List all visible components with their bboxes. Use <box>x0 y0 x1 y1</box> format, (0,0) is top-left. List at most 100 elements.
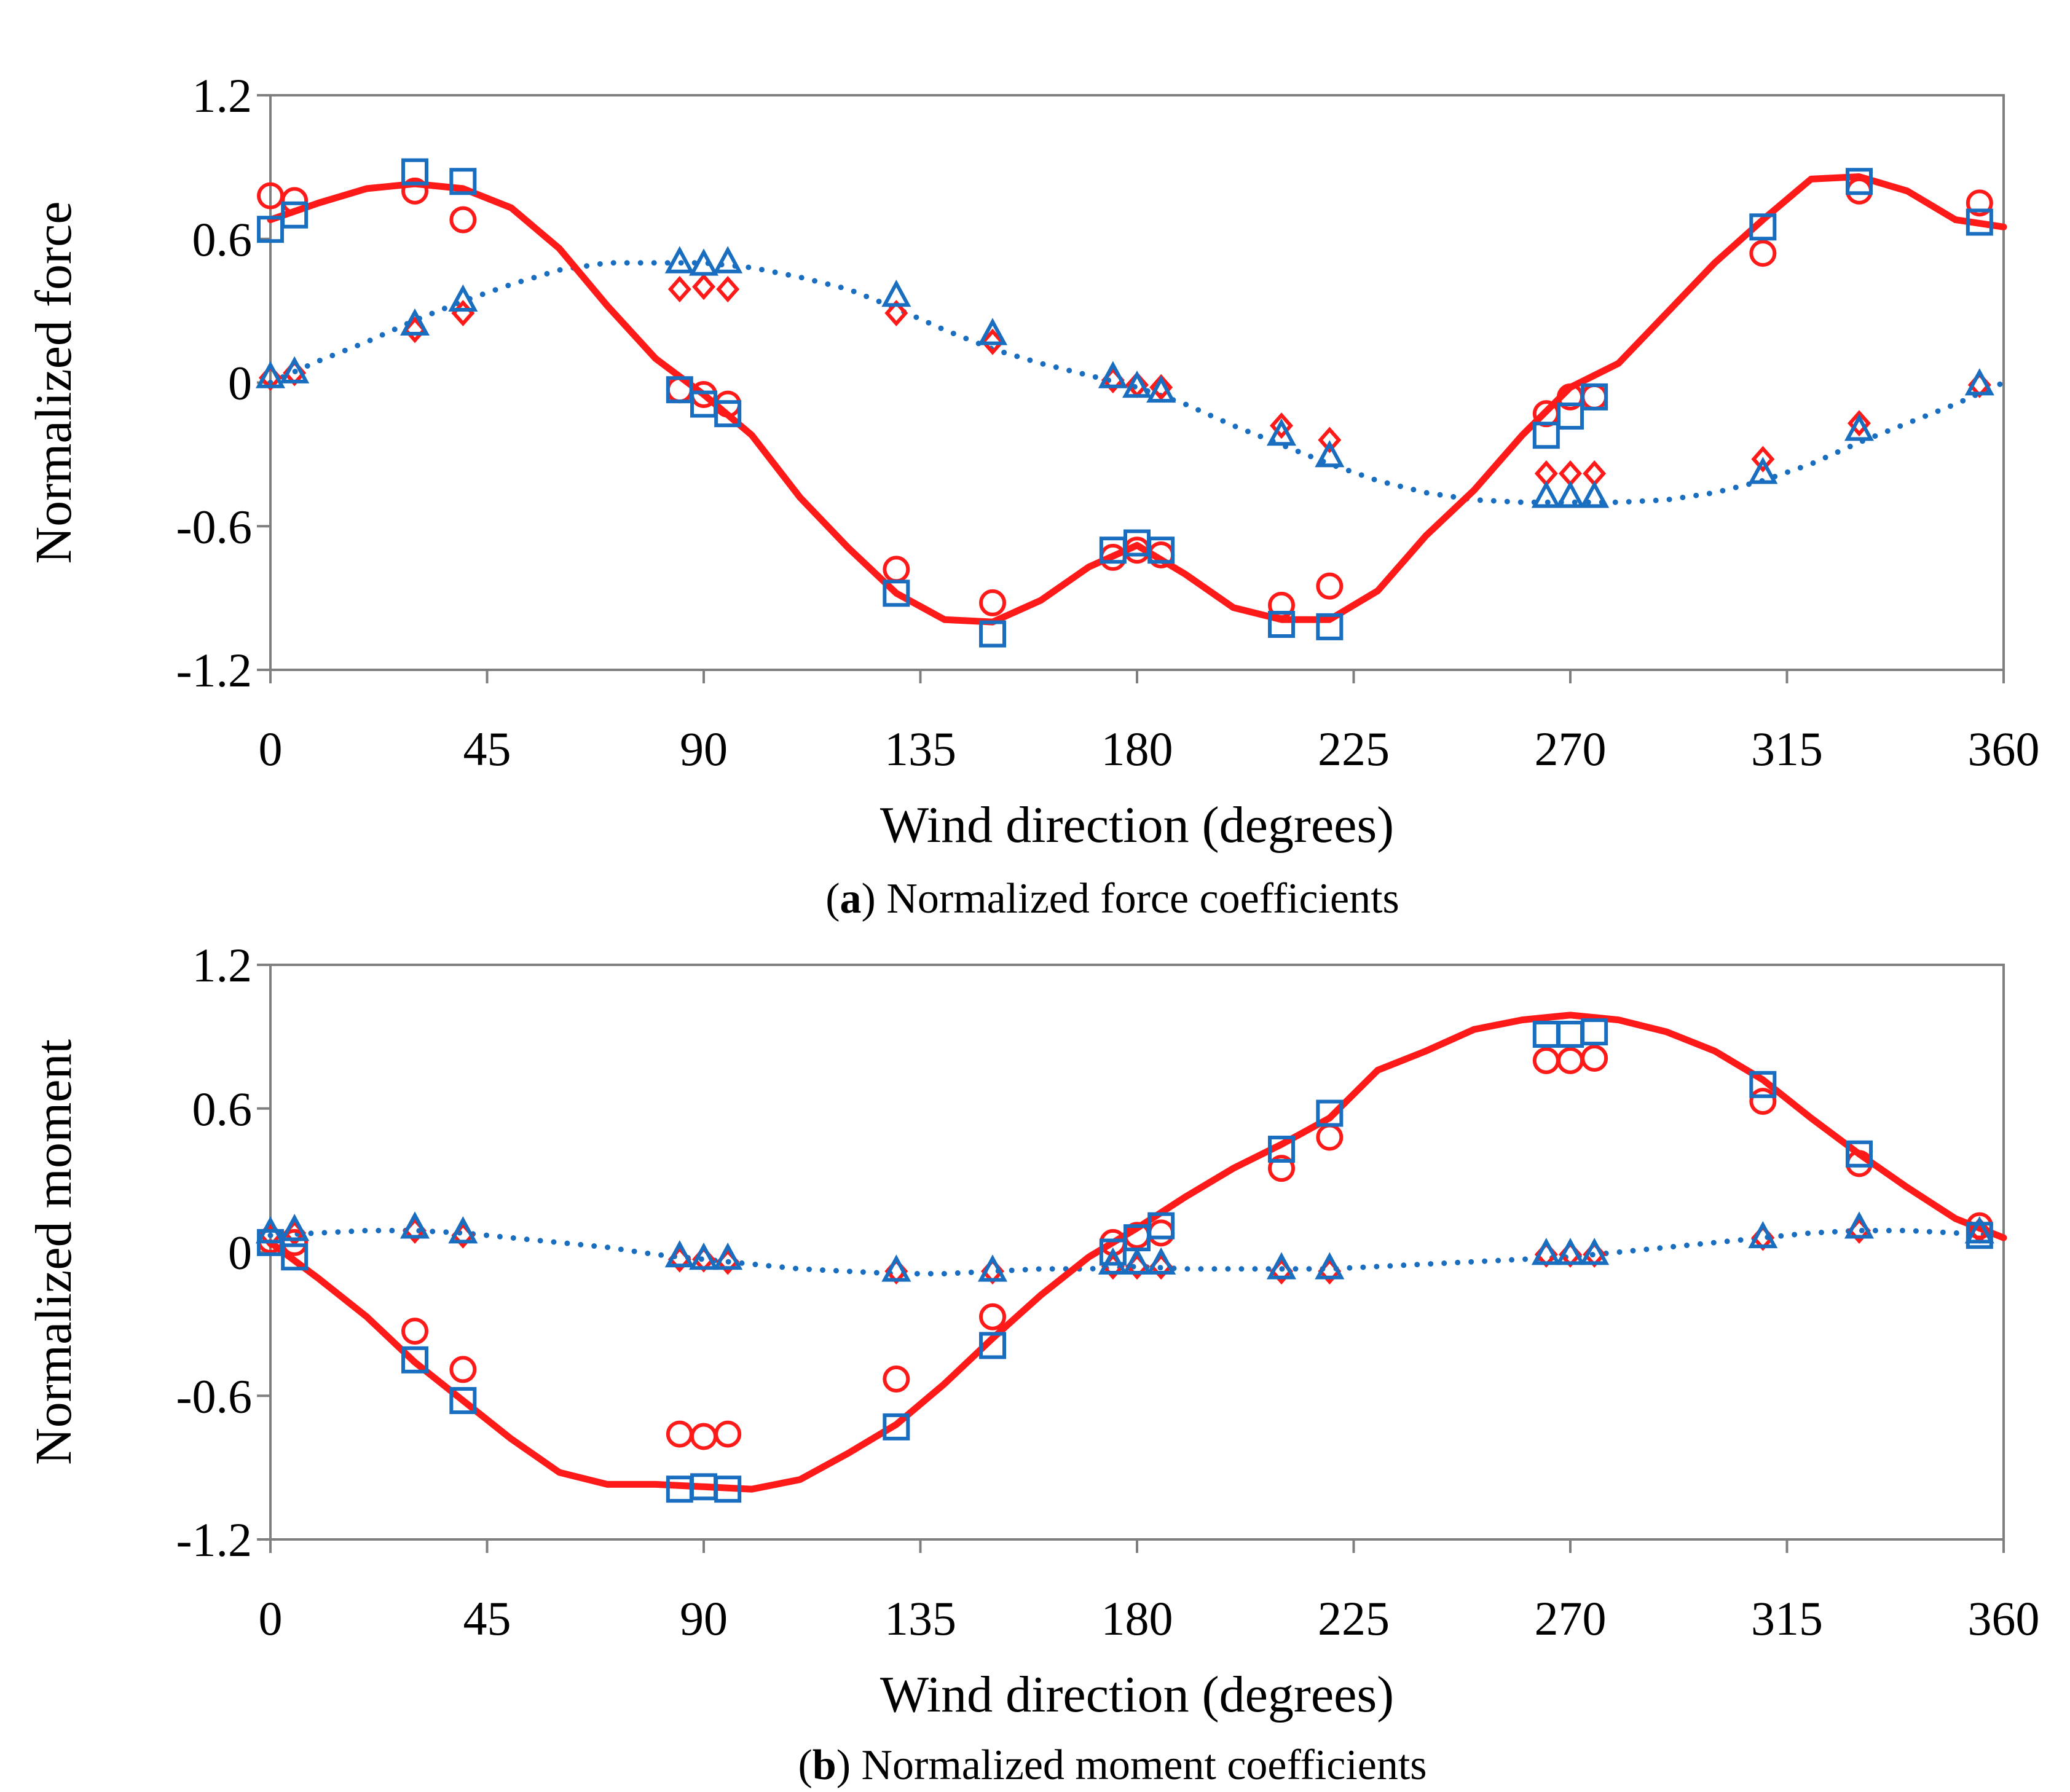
chart-a-red-circle-point <box>666 376 693 404</box>
chart-b-blue-triangle-point <box>688 1242 719 1270</box>
chart-a-red-diamond-point <box>1149 374 1173 401</box>
chart-b-blue-triangle-point <box>881 1254 911 1282</box>
chart-b-blue-square-point <box>1316 1099 1344 1127</box>
chart-a-red-diamond-point <box>1318 426 1342 454</box>
chart-b-ytick-label: 0 <box>228 1226 252 1279</box>
chart-b-blue-triangle-point <box>280 1214 310 1241</box>
chart-a-red-diamond-point <box>980 328 1005 355</box>
chart-a-blue-square-point <box>666 376 693 404</box>
chart-a-blue-triangle-point <box>1146 375 1176 403</box>
chart-b-red-circle-point <box>449 1356 477 1383</box>
chart-a-blue-square-point <box>1147 536 1175 564</box>
chart-a-blue-triangle-point <box>280 356 310 383</box>
chart-b-ytick-label: -0.6 <box>176 1369 252 1423</box>
chart-b-red-circle-point <box>1557 1047 1584 1074</box>
chart-a-blue-triangle-point <box>1555 481 1586 508</box>
chart-b-red-circle-point <box>1749 1088 1777 1115</box>
chart-a-blue-square-point <box>1966 208 1993 236</box>
chart-b-xtick-label: 45 <box>463 1592 511 1645</box>
chart-b-blue-triangle-point <box>448 1216 478 1244</box>
chart-a-xtick-label: 180 <box>1101 722 1173 776</box>
chart-a-blue-square-point <box>257 216 284 243</box>
chart-a-blue-square-point <box>401 158 428 186</box>
chart-b-blue-square-point <box>1846 1140 1873 1168</box>
chart-a-blue-triangle-point <box>1098 361 1128 388</box>
chart-a-xtick-label: 225 <box>1318 722 1390 776</box>
chart-b-red-solid-line <box>267 1012 2007 1493</box>
chart-b-red-circle-point <box>1532 1047 1560 1074</box>
chart-a-red-diamond-point <box>884 299 908 327</box>
chart-a-blue-triangle-point <box>713 246 743 273</box>
chart-a-blue-square-point <box>281 201 309 229</box>
chart-a-red-diamond-point <box>667 276 691 303</box>
chart-a-red-circle-point <box>449 206 477 234</box>
chart-a-xtick-label: 315 <box>1751 722 1823 776</box>
chart-b-xtick-label: 225 <box>1318 1592 1390 1645</box>
chart-b-blue-triangle-point <box>1580 1238 1610 1265</box>
chart-a-blue-triangle-point <box>1266 418 1297 446</box>
chart-b-blue-triangle-point <box>1748 1220 1778 1249</box>
chart-b-red-circle-point <box>714 1420 742 1448</box>
chart-a-red-circle-point <box>883 556 910 583</box>
chart-a-red-circle-point <box>1268 591 1295 619</box>
chart-a-red-circle-point <box>401 177 428 205</box>
chart-b-blue-square-point <box>1966 1222 1993 1249</box>
chart-b-blue-square-point <box>1581 1018 1608 1046</box>
chart-a-blue-square-point <box>979 620 1006 648</box>
chart-a-blue-triangle-point <box>1531 481 1561 508</box>
chart-a-ytick-label: 0 <box>228 356 252 410</box>
chart-a-blue-dotted-line <box>267 260 2007 505</box>
chart-b-red-circle-point <box>979 1303 1006 1330</box>
chart-a-caption-open: ( <box>825 875 840 922</box>
chart-b-caption: (b) Normalized moment coefficients <box>798 1742 1427 1789</box>
chart-b-blue-square-point <box>1268 1135 1295 1163</box>
chart-a-red-circle-point <box>1846 177 1873 205</box>
chart-b-blue-square-point <box>1532 1020 1560 1048</box>
chart-b-blue-triangle-point <box>1555 1238 1586 1265</box>
chart-b-blue-triangle-point <box>1098 1247 1128 1275</box>
chart-b-blue-square-point <box>714 1476 742 1503</box>
chart-a-red-circle-point <box>1316 572 1344 600</box>
chart-a-blue-square-point <box>449 168 477 195</box>
chart-b-red-circle-point <box>401 1318 428 1345</box>
chart-b-caption-letter: b <box>813 1742 836 1789</box>
chart-a-blue-square-point <box>1532 422 1560 449</box>
chart-a-blue-triangle-point <box>1315 439 1345 468</box>
chart-a-blue-triangle-point <box>399 308 430 336</box>
chart-b-blue-triangle-point <box>1122 1247 1152 1275</box>
chart-b-blue-square-point <box>1099 1238 1127 1266</box>
chart-b-blue-square-point <box>449 1387 477 1415</box>
chart-a-xtick-label: 360 <box>1968 722 2040 776</box>
chart-a-red-circle-point <box>1581 383 1608 411</box>
chart-a-red-diamond-point <box>1751 446 1775 473</box>
chart-a-blue-triangle-point <box>1748 457 1778 484</box>
chart-a-blue-triangle-point <box>1964 368 1994 396</box>
chart-b-red-circle-point <box>1581 1044 1608 1072</box>
chart-b-xtick-label: 0 <box>259 1592 283 1645</box>
chart-b-blue-square-point <box>979 1332 1006 1359</box>
chart-a-blue-square-point <box>1557 403 1584 430</box>
chart-b-blue-square-point <box>257 1228 284 1256</box>
chart-a-caption-text: ) Normalized force coefficients <box>862 875 1399 922</box>
chart-b-xtick-label: 180 <box>1101 1592 1173 1645</box>
chart-b-red-circle-point <box>883 1365 910 1393</box>
chart-a-blue-triangle-point <box>1844 414 1875 441</box>
chart-a-blue-square-point <box>1268 610 1295 638</box>
chart-b-blue-triangle-point <box>1964 1216 1994 1244</box>
chart-a-blue-triangle-point <box>1122 371 1152 398</box>
chart-b-blue-triangle-point <box>1266 1252 1297 1279</box>
chart-b-xtick-label: 90 <box>680 1592 728 1645</box>
chart-b-blue-square-point <box>1147 1212 1175 1240</box>
chart-a-blue-triangle-point <box>664 246 695 273</box>
chart-a-blue-triangle-point <box>977 318 1008 345</box>
chart-a-caption-letter: a <box>840 875 862 922</box>
chart-b-blue-triangle-point <box>1315 1252 1345 1279</box>
chart-a-xtick-label: 0 <box>259 722 283 776</box>
chart-b-blue-triangle-point <box>1146 1247 1176 1275</box>
chart-b-x-axis-label: Wind direction (degrees) <box>880 1666 1394 1723</box>
chart-a-red-circle-point <box>281 187 309 214</box>
chart-b-blue-triangle-point <box>713 1242 743 1270</box>
chart-a-red-circle-point <box>979 589 1006 616</box>
chart-b-caption-open: ( <box>798 1742 812 1789</box>
chart-a-red-diamond-point <box>691 273 716 301</box>
